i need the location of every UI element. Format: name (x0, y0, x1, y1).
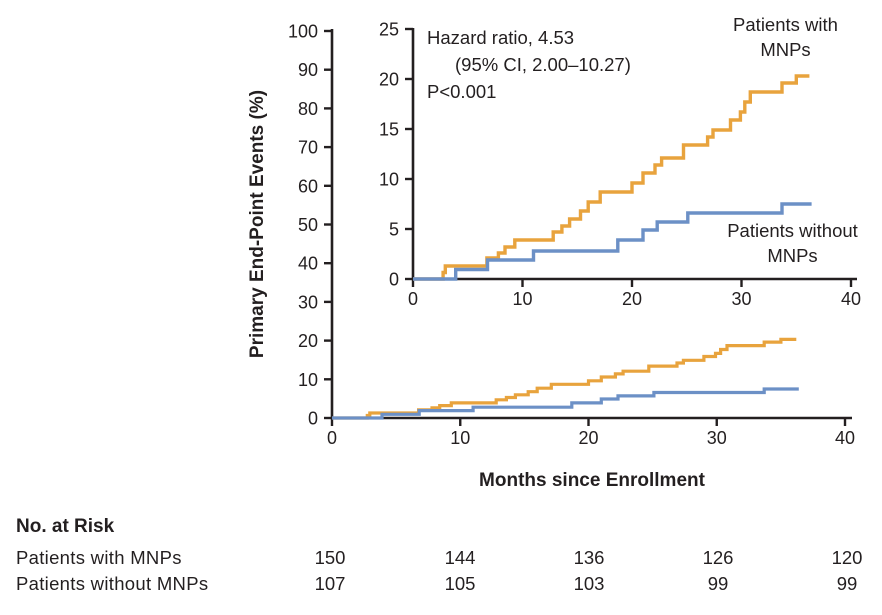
annotation-line-2: (95% CI, 2.00–10.27) (455, 54, 631, 75)
inset-y-tick-label: 10 (379, 170, 399, 190)
main-y-tick-label: 10 (298, 370, 318, 390)
risk-count: 99 (836, 573, 858, 594)
main-x-tick-label: 30 (707, 428, 727, 448)
inset-x-tick-label: 40 (841, 289, 861, 309)
label-patients-without-mnps: Patients without MNPs (700, 218, 882, 268)
main-y-tick-label: 100 (288, 22, 318, 42)
main-y-tick-label: 90 (298, 60, 318, 80)
label-patients-with-line2: MNPs (760, 39, 811, 60)
risk-count: 105 (444, 573, 476, 594)
risk-count: 136 (573, 547, 605, 568)
annotation-line-1: Hazard ratio, 4.53 (427, 27, 575, 48)
annotation-line-3: P<0.001 (427, 81, 497, 102)
main-y-tick-label: 60 (298, 176, 318, 196)
inset-x-tick-label: 20 (622, 289, 642, 309)
x-axis-title: Months since Enrollment (479, 470, 705, 491)
inset-y-tick-label: 25 (379, 20, 399, 40)
main-without-mnps-curve (332, 387, 799, 420)
main-with-mnps-curve (332, 337, 797, 420)
inset-x-tick-label: 30 (731, 289, 751, 309)
label-patients-with-line1: Patients with (733, 14, 838, 35)
main-y-tick-label: 20 (298, 331, 318, 351)
risk-count: 99 (707, 573, 729, 594)
tick-marks (324, 27, 853, 426)
inset-y-tick-label: 0 (389, 270, 399, 290)
risk-count: 144 (444, 547, 476, 568)
risk-count: 126 (702, 547, 734, 568)
main-x-tick-label: 0 (327, 428, 337, 448)
inset-x-tick-label: 10 (512, 289, 532, 309)
main-x-tick-label: 20 (578, 428, 598, 448)
inset-y-tick-label: 5 (389, 220, 399, 240)
risk-count: 150 (314, 547, 346, 568)
main-y-tick-label: 0 (308, 409, 318, 429)
main-y-tick-label: 70 (298, 138, 318, 158)
main-y-tick-label: 40 (298, 254, 318, 274)
risk-row-label: Patients without MNPs (16, 573, 209, 594)
risk-row-label: Patients with MNPs (16, 547, 182, 568)
hazard-ratio-annotation: Hazard ratio, 4.53 (95% CI, 2.00–10.27) … (427, 24, 631, 105)
main-y-tick-label: 50 (298, 215, 318, 235)
inset-without-mnps-curve (413, 202, 812, 281)
risk-count: 107 (314, 573, 346, 594)
main-x-tick-label: 10 (450, 428, 470, 448)
inset-y-tick-label: 15 (379, 120, 399, 140)
risk-count: 120 (831, 547, 863, 568)
risk-row-with-mnps: Patients with MNPs 150 144 136 126 120 (0, 547, 882, 571)
risk-table-header: No. at Risk (16, 516, 115, 537)
inset-x-tick-label: 0 (408, 289, 418, 309)
main-y-tick-label: 80 (298, 99, 318, 119)
y-axis-title: Primary End-Point Events (%) (247, 89, 268, 359)
risk-row-without-mnps: Patients without MNPs 107 105 103 99 99 (0, 573, 882, 597)
main-x-tick-label: 40 (835, 428, 855, 448)
inset-with-mnps-curve (413, 74, 810, 281)
risk-count: 103 (573, 573, 605, 594)
inset-y-tick-label: 20 (379, 70, 399, 90)
label-patients-without-line2: MNPs (767, 245, 818, 266)
label-patients-without-line1: Patients without (727, 220, 858, 241)
main-y-tick-label: 30 (298, 292, 318, 312)
label-patients-with-mnps: Patients with MNPs (703, 12, 868, 62)
